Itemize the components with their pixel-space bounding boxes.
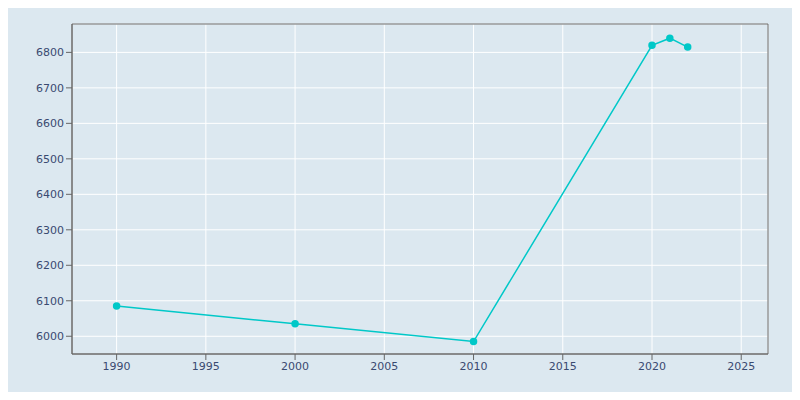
svg-text:6600: 6600 bbox=[36, 117, 64, 130]
svg-text:1990: 1990 bbox=[103, 360, 131, 373]
svg-text:6300: 6300 bbox=[36, 224, 64, 237]
svg-text:6000: 6000 bbox=[36, 330, 64, 343]
svg-text:6800: 6800 bbox=[36, 46, 64, 59]
svg-text:2020: 2020 bbox=[638, 360, 666, 373]
svg-text:2010: 2010 bbox=[460, 360, 488, 373]
svg-text:6500: 6500 bbox=[36, 153, 64, 166]
svg-text:1995: 1995 bbox=[192, 360, 220, 373]
svg-text:2000: 2000 bbox=[281, 360, 309, 373]
svg-text:2015: 2015 bbox=[549, 360, 577, 373]
svg-text:6400: 6400 bbox=[36, 188, 64, 201]
svg-text:2005: 2005 bbox=[370, 360, 398, 373]
svg-text:2025: 2025 bbox=[727, 360, 755, 373]
svg-text:6100: 6100 bbox=[36, 295, 64, 308]
svg-text:6200: 6200 bbox=[36, 259, 64, 272]
svg-text:6700: 6700 bbox=[36, 82, 64, 95]
